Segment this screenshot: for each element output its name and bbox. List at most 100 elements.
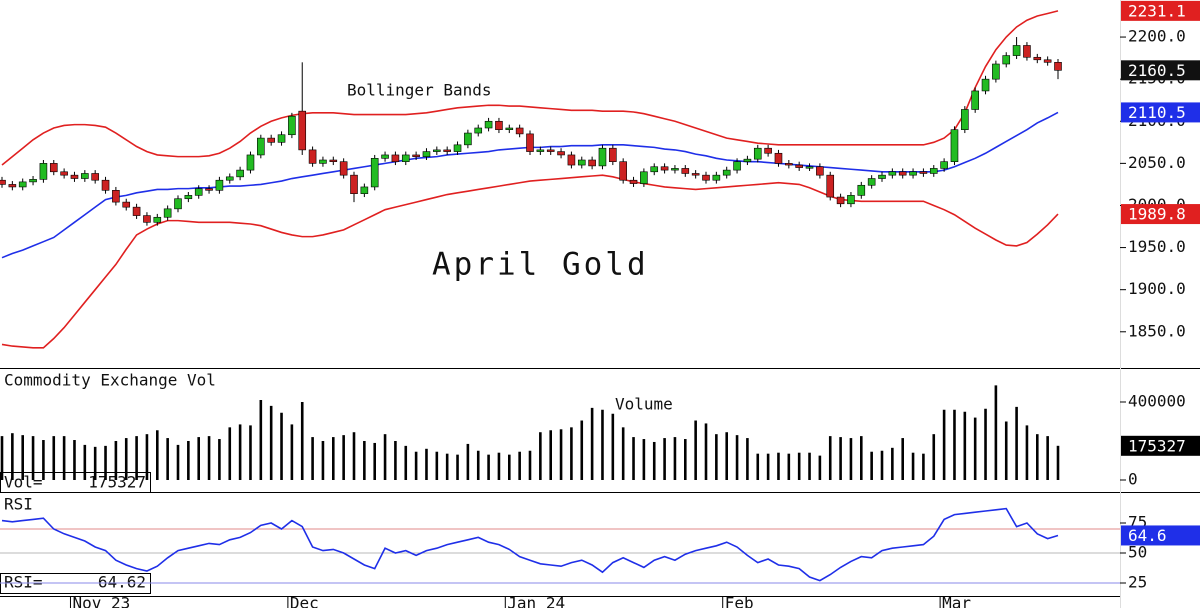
candle-body <box>857 184 866 196</box>
candle-body <box>277 134 286 143</box>
candle-body <box>484 120 493 129</box>
candle-body <box>640 171 648 184</box>
x-tick-label: Nov 23 <box>72 594 130 608</box>
y-tick-label: 1850.0 <box>1128 321 1186 340</box>
candle-body <box>1012 45 1021 56</box>
candle-body <box>836 196 845 205</box>
panel-title: RSI <box>4 495 33 514</box>
candle-body <box>909 171 917 176</box>
candle-body <box>1033 56 1042 61</box>
candle-body <box>940 161 948 169</box>
candle-body <box>671 168 679 171</box>
candle-body <box>764 147 772 154</box>
value-box <box>1121 0 1200 21</box>
candle-body <box>878 174 886 179</box>
y-tick-label: 400000 <box>1128 391 1186 410</box>
candle-body <box>598 147 607 167</box>
candle-body <box>743 158 752 162</box>
candle-body <box>474 127 483 134</box>
candle-body <box>971 90 979 110</box>
candle-body <box>132 206 141 216</box>
candle-body <box>205 188 213 191</box>
candle-body <box>650 166 659 173</box>
candle-body <box>1043 59 1052 63</box>
candle-body <box>174 198 182 210</box>
candle-body <box>536 149 545 152</box>
candle-body <box>370 158 379 188</box>
value-box-label: 2160.5 <box>1128 61 1186 80</box>
candle-body <box>163 208 172 218</box>
panel-title: Commodity Exchange Vol <box>4 371 216 390</box>
candle-body <box>816 166 824 176</box>
candle-body <box>526 133 534 152</box>
candle-body <box>629 179 638 184</box>
candle-body <box>826 174 835 198</box>
candle-body <box>495 120 503 130</box>
candle-body <box>888 171 897 176</box>
candle-body <box>412 154 420 157</box>
candle-body <box>257 137 265 156</box>
candle-body <box>805 166 814 169</box>
candle-body <box>992 63 1000 80</box>
candle-body <box>712 174 721 181</box>
candle-body <box>681 168 690 174</box>
value-box-label: 64.6 <box>1128 526 1167 545</box>
y-tick-label: 2050.0 <box>1128 153 1186 172</box>
candle-body <box>422 151 431 157</box>
y-tick-label: 1900.0 <box>1128 279 1186 298</box>
candle-body <box>381 154 389 159</box>
candle-body <box>785 163 793 166</box>
value-box <box>1121 204 1200 225</box>
candle-body <box>267 137 275 143</box>
candle-body <box>588 159 596 167</box>
candle-body <box>91 173 99 181</box>
candle-body <box>453 144 462 152</box>
value-box <box>1121 102 1200 123</box>
value-box-label: 2110.5 <box>1128 103 1186 122</box>
candle-body <box>153 216 162 223</box>
candle-body <box>433 149 441 152</box>
candle-body <box>350 174 358 194</box>
candle-body <box>29 179 37 183</box>
candle-body <box>329 159 338 162</box>
candle-body <box>70 174 79 179</box>
y-tick-label: 25 <box>1128 573 1147 592</box>
candle-body <box>236 169 244 178</box>
candle-body <box>950 129 959 162</box>
candle-body <box>298 110 307 151</box>
bollinger-band <box>1 174 1059 349</box>
y-tick-label: 2200.0 <box>1128 27 1186 46</box>
y-tick-label: 0 <box>1128 470 1138 489</box>
candle-body <box>847 195 855 205</box>
candle-body <box>443 149 451 152</box>
candle-body <box>215 179 224 191</box>
candle-body <box>753 147 762 160</box>
candle-body <box>619 161 627 181</box>
annotation: Volume <box>615 395 673 414</box>
bollinger-band <box>1 10 1059 166</box>
candle-body <box>577 159 586 166</box>
candle-body <box>795 164 803 168</box>
value-box-label: 175327 <box>1128 436 1186 455</box>
x-tick-label: Jan 24 <box>507 594 565 608</box>
x-tick-label: Dec <box>290 594 319 608</box>
x-tick-label: Feb <box>725 594 754 608</box>
candle-body <box>225 176 234 181</box>
candle-body <box>18 181 27 188</box>
candle-body <box>505 127 514 130</box>
candle-body <box>81 173 89 179</box>
value-box <box>1121 60 1200 81</box>
readout-value: 175327 <box>88 473 146 492</box>
readout-value: 64.62 <box>98 573 146 592</box>
candle-body <box>60 171 68 176</box>
candle-body <box>288 115 296 136</box>
candle-body <box>867 178 876 186</box>
candle-body <box>722 169 731 176</box>
candle-body <box>1002 55 1011 65</box>
y-tick-label: 50 <box>1128 543 1147 562</box>
x-tick-label: Mar <box>942 594 971 608</box>
y-tick-label: 1950.0 <box>1128 237 1186 256</box>
candle-body <box>184 195 193 200</box>
